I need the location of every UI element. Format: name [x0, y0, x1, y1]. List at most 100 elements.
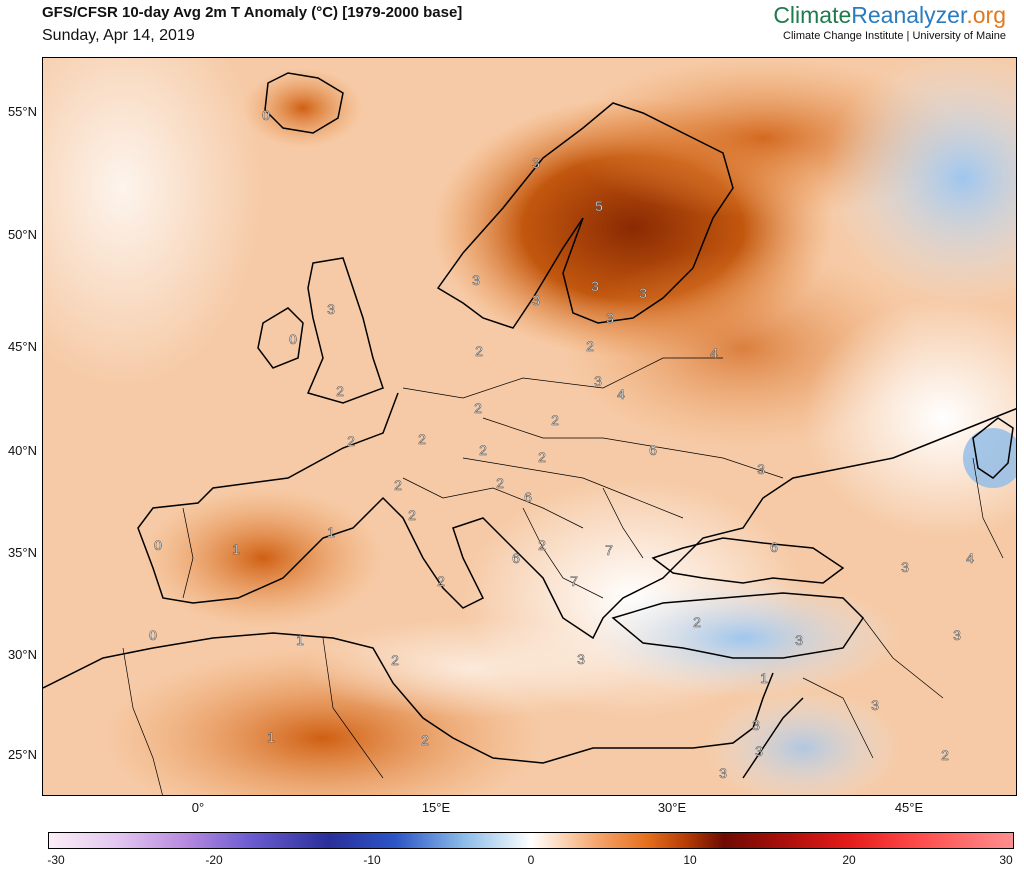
field-iceland: [243, 68, 363, 148]
map-label-morocco: 0: [149, 627, 157, 643]
field-north-atlantic: [43, 58, 263, 388]
colorbar-tick-neg30: -30: [47, 853, 65, 867]
brand-subtitle: Climate Change Institute | University of…: [783, 30, 1006, 42]
map-label-iran: 3: [953, 627, 961, 643]
border-4: [402, 477, 584, 529]
map-label-scotland: 3: [327, 301, 335, 317]
map-label-lithuania: 2: [586, 338, 594, 354]
field-levant-blue: [703, 688, 903, 795]
map-label-denmark: 2: [475, 343, 483, 359]
border-3: [462, 457, 684, 519]
border-7: [182, 507, 194, 599]
chart-title: GFS/CFSR 10-day Avg 2m T Anomaly (°C) [1…: [42, 4, 463, 21]
lat-label-45n: 45°N: [7, 339, 37, 354]
borders: [122, 357, 1004, 795]
lon-label-45e: 45°E: [894, 800, 924, 815]
europe-coast: [137, 392, 1016, 640]
map-label-slovakia: 2: [538, 449, 546, 465]
britain-coast: [306, 257, 384, 404]
map-label-algeria-n: 1: [296, 632, 304, 648]
map-label-caspian-e: 4: [966, 550, 974, 566]
map-label-catalonia: 1: [327, 524, 335, 540]
map-label-sweden: 3: [472, 272, 480, 288]
chart-date: Sunday, Apr 14, 2019: [42, 27, 195, 44]
map-label-austria: 2: [496, 475, 504, 491]
border-10: [862, 617, 944, 699]
map-label-romania: 7: [605, 542, 613, 558]
map-label-belarus: 3: [594, 373, 602, 389]
map-label-alps-s: 2: [408, 507, 416, 523]
map-label-st-petersburg: 3: [591, 278, 599, 294]
map-label-black-sea: 6: [770, 539, 778, 555]
anomaly-map[interactable]: 0 3 5 3 3 3 3 3 2 4 3 4 2 3 0 2 2 2 2 2 …: [42, 57, 1017, 796]
coastlines: [43, 72, 1016, 779]
border-2: [482, 417, 784, 479]
lat-label-50n: 50°N: [7, 227, 37, 242]
map-label-germany-w: 2: [418, 431, 426, 447]
map-label-levant: 1: [760, 670, 768, 686]
black-sea-coast: [651, 537, 845, 584]
map-label-serbia: 2: [538, 537, 546, 553]
map-label-iceland: 0: [262, 107, 270, 123]
colorbar-tick-0: 0: [527, 853, 535, 867]
lat-label-55n: 55°N: [7, 104, 37, 119]
map-label-finland: 5: [595, 198, 603, 214]
map-label-sahara: 1: [267, 729, 275, 745]
field-arctic-blue: [823, 58, 1016, 308]
north-africa-coast: [43, 632, 774, 764]
lat-label-40n: 40°N: [7, 443, 37, 458]
map-label-portugal: 0: [154, 537, 162, 553]
red-sea-coast: [742, 697, 804, 779]
map-label-hungary: 6: [524, 489, 532, 505]
turkey-coast: [611, 592, 864, 659]
map-label-egypt-sinai: 3: [719, 765, 727, 781]
field-east-white: [803, 298, 1016, 538]
colorbar-tick-neg10: -10: [363, 853, 381, 867]
map-label-estonia: 3: [639, 285, 647, 301]
map-label-bulgaria: 7: [570, 573, 578, 589]
map-label-libya: 2: [421, 732, 429, 748]
colorbar-tick-10: 10: [683, 853, 697, 867]
colorbar-tick-20: 20: [842, 853, 856, 867]
border-6: [602, 487, 644, 559]
map-label-turkey-e: 3: [795, 632, 803, 648]
map-label-syria: 3: [871, 697, 879, 713]
map-svg: 0 3 5 3 3 3 3 3 2 4 3 4 2 3 0 2 2 2 2 2 …: [43, 58, 1016, 795]
brand-part-reanalyzer: Reanalyzer: [851, 2, 967, 28]
lon-label-30e: 30°E: [657, 800, 687, 815]
iceland-coast: [264, 72, 344, 134]
map-label-baltic-south: 3: [532, 292, 540, 308]
field-mediterranean: [303, 618, 643, 718]
field-caspian-blue: [963, 428, 1016, 488]
map-label-turkey: 2: [693, 614, 701, 630]
map-label-ireland: 0: [289, 331, 297, 347]
lon-label-0: 0°: [191, 800, 205, 815]
ireland-coast: [257, 307, 304, 369]
border-5: [522, 507, 604, 599]
colorbar-tick-30: 30: [999, 853, 1013, 867]
map-label-tunisia: 2: [391, 652, 399, 668]
map-label-poland: 2: [551, 412, 559, 428]
map-label-ukraine: 6: [649, 442, 657, 458]
colorbar: [48, 832, 1014, 849]
brand-logo[interactable]: ClimateReanalyzer.org Climate Change Ins…: [773, 2, 1006, 42]
border-8: [122, 647, 163, 795]
map-label-belarus-south: 4: [617, 386, 625, 402]
map-label-caspian-w: 3: [901, 559, 909, 575]
map-label-greece: 3: [577, 651, 585, 667]
lon-label-15e: 15°E: [421, 800, 451, 815]
map-label-italy-s: 2: [437, 573, 445, 589]
map-label-russia-west: 4: [710, 345, 718, 361]
lat-label-35n: 35°N: [7, 545, 37, 560]
map-label-germany-e: 2: [474, 400, 482, 416]
field-iberia: [143, 488, 383, 628]
map-label-croatia: 6: [512, 550, 520, 566]
lat-label-25n: 25°N: [7, 747, 37, 762]
lat-label-30n: 30°N: [7, 647, 37, 662]
border-11: [802, 677, 874, 759]
caspian-coast: [972, 417, 1014, 479]
border-1: [402, 357, 723, 399]
brand-name: ClimateReanalyzer.org: [773, 2, 1006, 29]
map-label-england: 2: [336, 383, 344, 399]
map-label-spain: 1: [232, 541, 240, 557]
